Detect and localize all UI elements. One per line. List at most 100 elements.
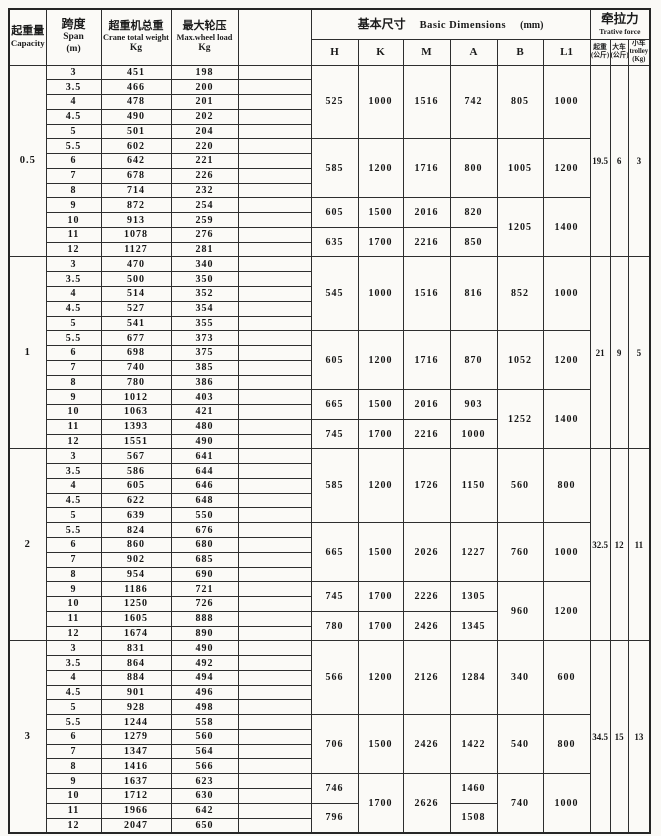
cell-dim-H: 796 <box>310 802 359 834</box>
cell-blank <box>237 241 312 258</box>
cell-span: 10 <box>45 596 102 612</box>
header-span-en: Span <box>63 32 84 43</box>
table-row: 11 1393 480 745 1700 2216 1000 <box>9 418 650 450</box>
cell-trative-2: 3 <box>627 64 651 258</box>
cell-wheel-load: 276 <box>170 226 239 243</box>
cell-dim-L1: 1000 <box>542 256 591 332</box>
cell-span: 10 <box>45 404 102 420</box>
cell-span: 4 <box>45 477 102 494</box>
cell-span: 6 <box>45 153 102 169</box>
cell-blank <box>237 448 312 465</box>
cell-span: 4 <box>45 94 102 110</box>
header-capacity: 起重量 Capacity <box>8 8 47 66</box>
cell-trative-2: 11 <box>627 448 651 642</box>
cell-weight: 451 <box>100 64 172 81</box>
cell-span: 5 <box>45 315 102 332</box>
cell-wheel-load: 644 <box>170 463 239 479</box>
cell-wheel-load: 690 <box>170 566 239 583</box>
cell-weight: 677 <box>100 330 172 347</box>
cell-dim-M: 2016 <box>402 197 451 228</box>
cell-wheel-load: 421 <box>170 404 239 420</box>
cell-dim-L1: 800 <box>542 448 591 524</box>
cell-dim-K: 1200 <box>357 640 404 716</box>
cell-weight: 902 <box>100 551 172 568</box>
cell-blank <box>237 699 312 716</box>
cell-dim-K: 1200 <box>357 448 404 524</box>
header-dimensions-zh: 基本尺寸 <box>357 17 406 32</box>
cell-blank <box>237 271 312 287</box>
cell-weight: 872 <box>100 197 172 214</box>
cell-dim-M: 2426 <box>402 610 451 642</box>
table-row: 12 1127 281 <box>9 241 650 258</box>
cell-wheel-load: 630 <box>170 788 239 804</box>
cell-span: 4.5 <box>45 108 102 125</box>
cell-blank <box>237 728 312 745</box>
cell-blank <box>237 359 312 376</box>
cell-weight: 884 <box>100 669 172 686</box>
cell-dim-L1: 1400 <box>542 389 591 450</box>
cell-span: 11 <box>45 802 102 819</box>
cell-dim-B: 1205 <box>496 197 544 258</box>
header-max-wheel-en: Max.wheel load <box>176 32 233 42</box>
table-row: 11 1605 888 780 1700 2426 1345 <box>9 610 650 642</box>
cell-blank <box>237 389 312 406</box>
cell-wheel-load: 355 <box>170 315 239 332</box>
cell-weight: 913 <box>100 212 172 228</box>
cell-wheel-load: 385 <box>170 359 239 376</box>
cell-dim-A: 1422 <box>449 714 498 775</box>
table-row: 10 1063 421 <box>9 404 650 420</box>
cell-dim-B: 1252 <box>496 389 544 450</box>
table-row: 4 605 646 <box>9 477 650 494</box>
cell-blank <box>237 596 312 612</box>
cell-wheel-load: 676 <box>170 522 239 538</box>
cell-dim-A: 1284 <box>449 640 498 716</box>
cell-dim-A: 742 <box>449 64 498 140</box>
header-max-wheel-unit: Kg <box>198 43 211 54</box>
cell-weight: 740 <box>100 359 172 376</box>
cell-blank <box>237 522 312 538</box>
cell-dim-L1: 1200 <box>542 330 591 391</box>
cell-weight: 586 <box>100 463 172 479</box>
cell-blank <box>237 492 312 509</box>
cell-blank <box>237 640 312 657</box>
cell-capacity: 2 <box>8 448 47 642</box>
table-row: 5.5 602 220 585 1200 1716 800 1005 1200 <box>9 138 650 199</box>
cell-span: 10 <box>45 212 102 228</box>
cell-dim-H: 585 <box>310 448 359 524</box>
table-row: 5 501 204 <box>9 123 650 140</box>
spec-sheet: 起重量 Capacity 跨度 Span (m) 超重机总重 Crane tot… <box>8 8 652 834</box>
cell-wheel-load: 281 <box>170 241 239 258</box>
cell-trative-0: 34.5 <box>589 640 611 834</box>
cell-trative-1: 6 <box>609 64 629 258</box>
table-row: 9 1637 623 746 1700 2626 1460 740 1000 <box>9 773 650 834</box>
cell-span: 8 <box>45 758 102 775</box>
cell-span: 12 <box>45 241 102 258</box>
cell-wheel-load: 352 <box>170 285 239 302</box>
cell-blank <box>237 108 312 125</box>
cell-blank <box>237 167 312 184</box>
cell-dim-L1: 1400 <box>542 197 591 258</box>
cell-trative-0: 19.5 <box>589 64 611 258</box>
cell-wheel-load: 226 <box>170 167 239 184</box>
cell-trative-0: 21 <box>589 256 611 450</box>
cell-span: 9 <box>45 581 102 598</box>
header-trative-col-1: 大车 (公斤) <box>609 38 629 66</box>
cell-span: 3.5 <box>45 271 102 287</box>
cell-weight: 501 <box>100 123 172 140</box>
cell-span: 3 <box>45 64 102 81</box>
cell-wheel-load: 403 <box>170 389 239 406</box>
cell-span: 11 <box>45 610 102 627</box>
cell-span: 3.5 <box>45 655 102 671</box>
cell-span: 11 <box>45 226 102 243</box>
cell-span: 3.5 <box>45 463 102 479</box>
cell-dim-B: 340 <box>496 640 544 716</box>
table-row: 10 1250 726 <box>9 596 650 612</box>
table-row: 6 1279 560 <box>9 728 650 745</box>
cell-dim-B: 560 <box>496 448 544 524</box>
cell-weight: 824 <box>100 522 172 538</box>
cell-span: 3.5 <box>45 79 102 96</box>
cell-dim-B: 852 <box>496 256 544 332</box>
cell-dim-M: 2426 <box>402 714 451 775</box>
cell-weight: 470 <box>100 256 172 273</box>
cell-dim-H: 745 <box>310 418 359 450</box>
